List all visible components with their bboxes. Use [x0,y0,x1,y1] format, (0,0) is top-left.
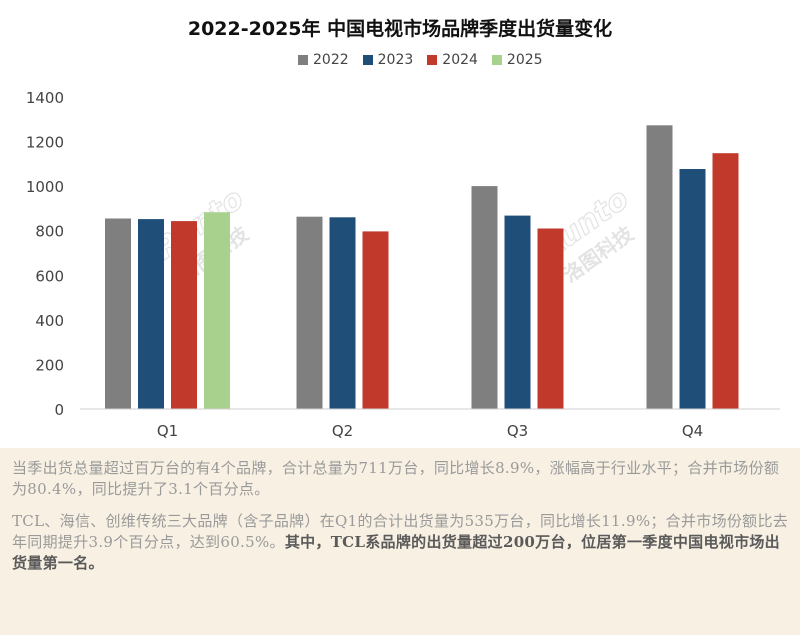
x-tick-label: Q3 [507,422,528,440]
y-tick-label: 400 [35,312,64,330]
chart-panel: 2022-2025年 中国电视市场品牌季度出货量变化 2022 2023 2024 2… [0,0,800,448]
bar-Q2-2024 [362,231,389,409]
y-tick-label: 0 [54,401,64,419]
bar-Q2-2023 [329,217,356,409]
y-tick-label: 200 [35,356,64,374]
legend-item-2022: 2022 [298,52,349,68]
legend-swatch-2022 [298,55,308,65]
caption-paragraph-1: 当季出货总量超过百万台的有4个品牌，合计总量为711万台，同比增长8.9%，涨幅… [12,459,780,498]
legend-label-2023: 2023 [377,52,414,68]
bar-Q3-2024 [537,228,564,409]
bar-Q4-2022 [646,125,673,410]
legend: 2022 2023 2024 2025 [298,50,543,70]
caption-paragraph-2: TCL、海信、创维传统三大品牌（含子品牌）在Q1的合计出货量为535万台，同比增… [12,511,792,574]
legend-label-2022: 2022 [313,52,349,68]
bar-Q3-2022 [471,186,498,409]
x-tick-label: Q2 [332,422,353,440]
y-tick-label: 1000 [26,178,64,196]
bar-Q1-2022 [105,218,131,409]
bar-Q4-2024 [712,153,739,409]
legend-item-2023: 2023 [362,52,414,68]
caption-paragraph-2-text: TCL、海信、创维传统三大品牌（含子品牌）在Q1的合计出货量为535万台，同比增… [12,512,789,551]
legend-swatch-2024 [427,55,438,65]
bar-Q1-2025 [204,212,230,409]
bar-Q2-2022 [296,216,323,409]
bar-Q1-2024 [171,221,197,409]
y-tick-label: 1200 [26,134,64,152]
legend-item-2024: 2024 [427,52,478,68]
x-tick-label: Q4 [682,422,703,440]
y-tick-label: 800 [35,223,64,241]
chart-title: 2022-2025年 中国电视市场品牌季度出货量变化 [187,18,613,40]
bar-Q3-2023 [504,215,531,409]
caption: 当季出货总量超过百万台的有4个品牌，合计总量为711万台，同比增长8.9%，涨幅… [12,458,792,585]
bar-Q4-2023 [679,169,706,409]
y-tick-label: 1400 [26,89,64,107]
legend-label-2024: 2024 [442,52,478,68]
y-tick-label: 600 [35,267,64,285]
legend-swatch-2023 [362,55,373,65]
x-tick-label: Q1 [157,422,178,440]
bar-chart: Runto洛图科技Runto洛图科技0200400600800100012001… [26,89,780,440]
caption-paragraph-2-emphasis: 其中，TCL系品牌的出货量超过200万台，位居第一季度中国电视市场出货量第一名。 [12,533,780,572]
legend-swatch-2025 [491,55,502,65]
legend-label-2025: 2025 [506,52,543,68]
legend-item-2025: 2025 [491,52,543,68]
bar-Q1-2023 [138,219,164,409]
